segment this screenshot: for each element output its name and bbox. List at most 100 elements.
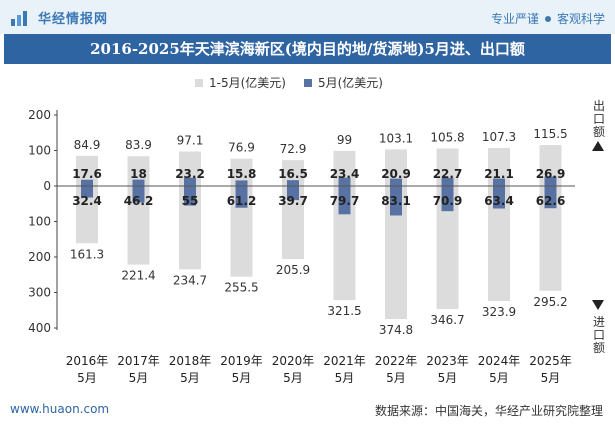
y-tick-label: 200 (28, 108, 51, 122)
label-cumulative-import: 346.7 (430, 313, 464, 327)
bar-cumulative-export (385, 149, 407, 186)
x-tick-label-month: 5月 (283, 371, 303, 385)
legend-swatch-cumulative (195, 78, 203, 87)
legend-swatch-monthly (303, 78, 312, 87)
label-monthly-export: 20.9 (381, 167, 411, 181)
bar-monthly-export (184, 177, 196, 186)
brand-name: 华经情报网 (38, 12, 109, 27)
label-cumulative-export: 103.1 (379, 131, 413, 145)
x-tick-label-month: 5月 (232, 371, 252, 385)
label-cumulative-export: 84.9 (74, 138, 101, 152)
legend-label-cumulative: 1-5月(亿美元) (209, 76, 286, 90)
x-tick-label-month: 5月 (541, 371, 561, 385)
bar-monthly-export (132, 179, 145, 186)
bar-cumulative-export (333, 150, 356, 186)
import-side-char-2: 口 (592, 328, 605, 342)
bar-monthly-import (184, 186, 196, 206)
bar-cumulative-export (127, 156, 150, 186)
label-monthly-import: 46.2 (124, 194, 154, 208)
bar-monthly-import (287, 186, 299, 201)
top-strip (0, 0, 615, 34)
x-tick-label-month: 5月 (489, 371, 509, 385)
export-side-label: 出 口 额 (591, 100, 607, 139)
bar-cumulative-import (76, 186, 98, 244)
label-cumulative-import: 161.3 (70, 247, 104, 261)
label-monthly-import: 32.4 (72, 194, 102, 208)
bar-cumulative-export (488, 147, 510, 186)
x-tick-label-year: 2025年 (529, 354, 572, 368)
x-tick-label-month: 5月 (335, 371, 355, 385)
x-tick-label-year: 2024年 (478, 354, 521, 368)
x-tick-label-month: 5月 (386, 371, 406, 385)
legend: 1-5月(亿美元) 5月(亿美元) (195, 74, 401, 91)
label-cumulative-export: 115.5 (533, 127, 567, 141)
bar-cumulative-import (385, 186, 407, 320)
x-tick-label-month: 5月 (438, 371, 458, 385)
bar-cumulative-import (230, 186, 253, 277)
tagline-dot-icon (544, 15, 551, 22)
tagline: 专业严谨 客观科学 (491, 10, 605, 27)
label-monthly-export: 21.1 (484, 167, 514, 181)
label-monthly-import: 39.7 (278, 194, 308, 208)
import-side-label: 进 口 额 (591, 316, 607, 355)
bar-monthly-import (390, 186, 402, 216)
arrow-down-icon (592, 300, 604, 310)
bar-cumulative-export (436, 148, 459, 186)
label-monthly-export: 23.2 (175, 167, 205, 181)
label-monthly-import: 61.2 (227, 194, 257, 208)
bar-cumulative-export (539, 144, 562, 186)
bar-cumulative-import (179, 186, 201, 270)
tagline-right: 客观科学 (556, 12, 605, 26)
label-cumulative-import: 234.7 (173, 273, 207, 287)
label-cumulative-import: 323.9 (482, 305, 516, 319)
bar-cumulative-export (179, 151, 201, 186)
bar-monthly-export (441, 177, 454, 186)
bar-cumulative-export (230, 158, 253, 186)
y-tick-label: 200 (28, 250, 51, 264)
label-monthly-import: 63.4 (484, 194, 514, 208)
bar-monthly-export (493, 178, 505, 186)
label-monthly-export: 23.4 (330, 167, 360, 181)
y-tick-label: 100 (28, 215, 51, 229)
label-cumulative-export: 107.3 (482, 130, 516, 144)
label-monthly-import: 83.1 (381, 194, 411, 208)
label-cumulative-import: 295.2 (533, 295, 567, 309)
label-monthly-export: 18 (130, 167, 147, 181)
label-monthly-import: 70.9 (433, 194, 463, 208)
bar-cumulative-import (282, 186, 304, 260)
label-cumulative-export: 72.9 (280, 142, 307, 156)
x-tick-label-month: 5月 (129, 371, 149, 385)
bar-monthly-export (235, 180, 248, 186)
export-side-char-2: 口 (592, 112, 605, 126)
x-tick-label-year: 2016年 (66, 354, 109, 368)
x-tick-label-year: 2018年 (169, 354, 212, 368)
import-side-char-1: 进 (592, 315, 605, 329)
bar-monthly-import (81, 186, 93, 198)
label-monthly-export: 26.9 (536, 167, 566, 181)
label-cumulative-import: 205.9 (276, 263, 310, 277)
y-tick-label: 300 (28, 286, 51, 300)
label-cumulative-export: 76.9 (228, 141, 255, 155)
bar-monthly-export (338, 177, 351, 186)
y-tick-label: 100 (28, 144, 51, 158)
bar-monthly-import (493, 186, 505, 209)
arrow-up-icon (592, 141, 604, 151)
x-tick-label-month: 5月 (180, 371, 200, 385)
export-side-char-1: 出 (592, 99, 605, 113)
label-cumulative-import: 321.5 (327, 304, 361, 318)
bar-cumulative-import (333, 186, 356, 301)
bar-monthly-import (235, 186, 248, 208)
bar-cumulative-import (539, 186, 562, 291)
bar-cumulative-export (76, 155, 98, 186)
label-monthly-export: 16.5 (278, 167, 308, 181)
x-tick-label-year: 2021年 (323, 354, 366, 368)
legend-label-monthly: 5月(亿美元) (317, 76, 383, 90)
label-monthly-import: 79.7 (330, 194, 360, 208)
footer-website: www.huaon.com (10, 402, 110, 416)
label-cumulative-export: 99 (337, 133, 352, 147)
label-cumulative-import: 255.5 (224, 281, 258, 295)
bar-monthly-export (287, 180, 299, 186)
label-monthly-export: 15.8 (227, 167, 257, 181)
tagline-left: 专业严谨 (490, 12, 539, 26)
